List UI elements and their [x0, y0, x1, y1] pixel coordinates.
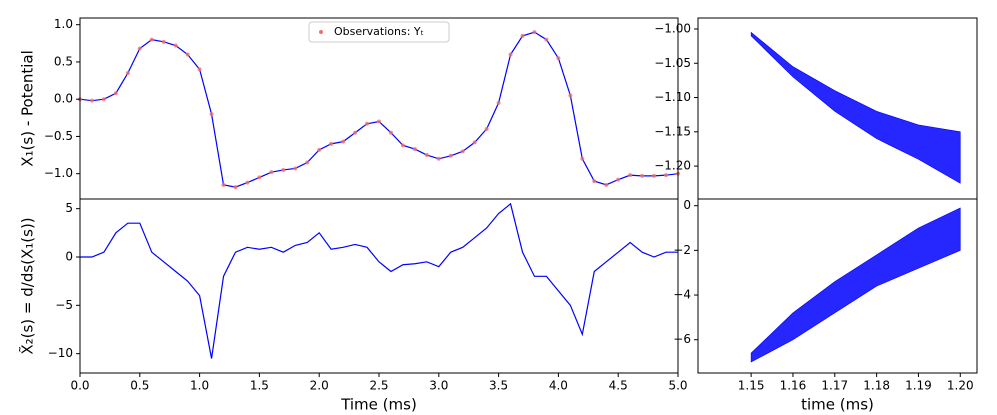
- y-tick-label: −6: [673, 332, 691, 346]
- observation-point: [388, 130, 393, 135]
- observation-point: [173, 43, 178, 48]
- observation-point: [556, 56, 561, 61]
- legend-label: Observations: Yₜ: [334, 25, 424, 38]
- observation-point: [496, 100, 501, 105]
- observation-point: [580, 156, 585, 161]
- series-line: [80, 202, 678, 359]
- observation-point: [281, 167, 286, 172]
- observation-point: [137, 46, 142, 51]
- observation-point: [664, 173, 669, 178]
- observation-point: [245, 180, 250, 185]
- series-line: [79, 31, 679, 188]
- x-tick-label: 1.19: [905, 379, 932, 393]
- y-tick-label: 0: [65, 250, 73, 264]
- x-tick-label: 3.5: [489, 379, 508, 393]
- x-tick-label: 3.0: [429, 379, 448, 393]
- observation-point: [161, 39, 166, 44]
- y-tick-label: −4: [673, 288, 691, 302]
- axes-frame: [79, 198, 679, 374]
- y-tick-label: −5: [55, 298, 73, 312]
- x-tick-label: 0.0: [70, 379, 89, 393]
- observation-point: [628, 173, 633, 178]
- x-axis-label: time (ms): [801, 396, 874, 414]
- y-tick-label: −1.00: [654, 21, 691, 35]
- observation-point: [520, 33, 525, 38]
- x-tick-label: 1.16: [780, 379, 807, 393]
- observation-point: [592, 179, 597, 184]
- y-tick-label: 1.0: [54, 17, 73, 31]
- y-axis-label: X̃₂(s) = d/ds(X₁(s)): [18, 217, 37, 354]
- observation-point: [341, 139, 346, 144]
- x-axis-label: Time (ms): [340, 396, 417, 414]
- observation-point: [472, 140, 477, 145]
- observation-point: [532, 30, 537, 35]
- observation-point: [197, 67, 202, 72]
- observation-point: [544, 37, 549, 42]
- ensemble-band: [750, 207, 961, 363]
- observation-point: [125, 71, 130, 76]
- observation-point: [89, 98, 94, 103]
- y-tick-label: 0: [683, 198, 691, 212]
- observation-point: [460, 149, 465, 154]
- x-tick-label: 5.0: [668, 379, 687, 393]
- observation-point: [233, 185, 238, 190]
- legend-marker: [319, 30, 323, 34]
- y-tick-label: −1.05: [654, 56, 691, 70]
- y-tick-label: −10: [48, 346, 73, 360]
- observation-point: [604, 182, 609, 187]
- observation-point: [113, 91, 118, 96]
- observation-point: [101, 97, 106, 102]
- observation-point: [484, 126, 489, 131]
- observation-point: [652, 173, 657, 178]
- y-tick-label: −0.5: [44, 129, 73, 143]
- observation-point: [436, 156, 441, 161]
- y-tick-label: −1.20: [654, 159, 691, 173]
- axes-frame: [79, 17, 679, 200]
- y-tick-label: 0.5: [54, 54, 73, 68]
- observation-point: [365, 121, 370, 126]
- observation-point: [377, 119, 381, 124]
- x-tick-label: 0.5: [130, 379, 149, 393]
- observation-point: [329, 141, 334, 146]
- observation-point: [400, 143, 405, 148]
- x-tick-label: 1.17: [821, 379, 848, 393]
- legend-box: [308, 21, 450, 43]
- y-tick-label: 0.0: [54, 92, 73, 106]
- observation-point: [221, 182, 226, 187]
- x-tick-label: 1.20: [947, 379, 974, 393]
- x-tick-label: 2.5: [369, 379, 388, 393]
- observation-point: [353, 130, 358, 135]
- y-tick-label: −1.0: [44, 166, 73, 180]
- y-tick-label: −2: [673, 243, 691, 257]
- observation-point: [616, 177, 621, 182]
- observation-point: [568, 93, 573, 98]
- y-tick-label: −1.10: [654, 90, 691, 104]
- x-tick-label: 2.0: [310, 379, 329, 393]
- observation-point: [640, 173, 645, 178]
- observation-point: [508, 52, 513, 57]
- observation-point: [448, 153, 453, 158]
- observation-point: [424, 153, 429, 158]
- ensemble-band: [750, 31, 961, 184]
- x-tick-label: 4.5: [609, 379, 628, 393]
- y-axis-label: X₁(s) - Potential: [19, 50, 37, 166]
- observation-point: [257, 175, 262, 180]
- observation-point: [269, 170, 274, 175]
- observation-point: [317, 147, 322, 152]
- y-tick-label: 5: [65, 201, 73, 215]
- observation-point: [412, 147, 417, 152]
- x-tick-label: 1.0: [190, 379, 209, 393]
- x-tick-label: 1.5: [250, 379, 269, 393]
- axes-frame: [697, 198, 978, 374]
- x-tick-label: 1.15: [738, 379, 765, 393]
- observation-point: [185, 52, 190, 57]
- x-tick-label: 4.0: [549, 379, 568, 393]
- observation-point: [149, 37, 154, 42]
- observation-point: [293, 166, 298, 171]
- observation-point: [209, 112, 214, 117]
- y-tick-label: −1.15: [654, 124, 691, 138]
- x-tick-label: 1.18: [863, 379, 890, 393]
- observation-point: [305, 160, 310, 165]
